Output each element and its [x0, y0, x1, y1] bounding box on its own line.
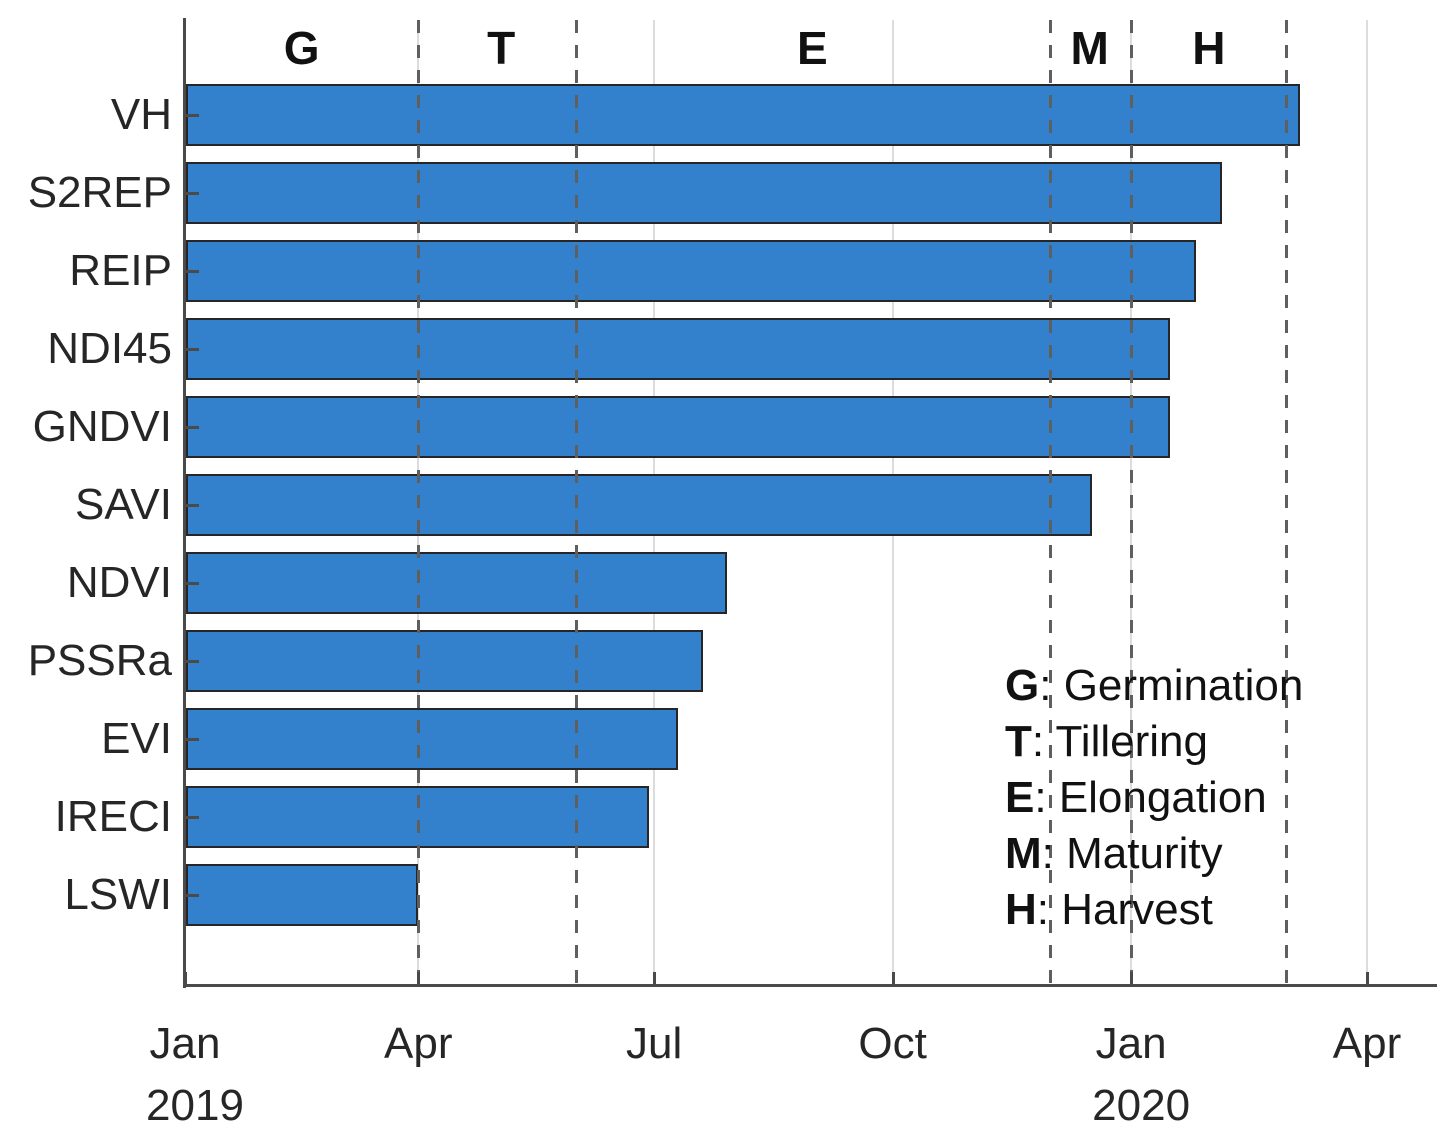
x-tick-label-oct: Oct [858, 1019, 927, 1068]
legend-colon: : [1041, 829, 1067, 878]
phase-letter-e: E [796, 22, 828, 74]
legend-key: G [1005, 661, 1040, 710]
legend-name: Tillering [1055, 717, 1208, 766]
y-tick-ireci [186, 816, 199, 819]
legend-name: Elongation [1058, 773, 1267, 822]
y-label-s2rep: S2REP [27, 168, 172, 217]
phase-boundary-2020-01-01 [1129, 20, 1133, 986]
bar-reip [186, 240, 1196, 302]
legend-key: E [1005, 773, 1035, 822]
phase-legend: G: Germination T: Tillering E: Elongatio… [1005, 658, 1303, 938]
x-axis-line [183, 984, 1437, 987]
x-tick-oct [891, 972, 895, 985]
y-label-reip: REIP [69, 246, 172, 295]
bar-evi [186, 708, 678, 770]
x-tick-year-2020: 2020 [1092, 1081, 1191, 1130]
bar-vh [186, 84, 1300, 146]
phase-boundary-2019-12-01 [1049, 20, 1053, 986]
x-tick-label-jul: Jul [626, 1019, 683, 1068]
y-tick-pssra [186, 660, 199, 663]
y-tick-lswi [186, 894, 199, 897]
y-label-ndi45: NDI45 [47, 324, 172, 373]
phase-letter-g: G [283, 22, 320, 74]
legend-key: T [1005, 717, 1032, 766]
x-tick-year-2019: 2019 [146, 1081, 244, 1130]
bar-ndvi [186, 552, 727, 614]
legend-colon: : [1036, 885, 1062, 934]
legend-name: Germination [1063, 661, 1304, 710]
y-tick-ndi45 [186, 348, 199, 351]
x-tick-label-jan2020: Jan [1095, 1019, 1167, 1068]
y-tick-gndvi [186, 426, 199, 429]
y-label-gndvi: GNDVI [32, 402, 172, 451]
legend-name: Harvest [1061, 885, 1213, 934]
y-tick-s2rep [186, 192, 199, 195]
bar-s2rep [186, 162, 1222, 224]
bar-gndvi [186, 396, 1170, 458]
x-tick-label-apr: Apr [1332, 1019, 1402, 1068]
legend-entry-harvest: H: Harvest [1005, 882, 1303, 938]
y-tick-evi [186, 738, 199, 741]
phase-letter-m: M [1070, 22, 1109, 74]
y-tick-reip [186, 270, 199, 273]
legend-colon: : [1034, 773, 1059, 822]
x-tick-apr [1366, 972, 1369, 985]
y-label-vh: VH [110, 90, 172, 139]
legend-colon: : [1031, 717, 1056, 766]
x-tick-apr [417, 972, 421, 985]
legend-colon: : [1039, 661, 1064, 710]
legend-name: Maturity [1066, 829, 1223, 878]
phase-boundary-2019-06-01 [574, 20, 578, 986]
y-label-lswi: LSWI [64, 870, 172, 919]
y-tick-ndvi [186, 582, 199, 585]
phase-letter-h: H [1192, 22, 1226, 74]
y-axis-line [183, 18, 186, 988]
legend-entry-maturity: M: Maturity [1005, 826, 1303, 882]
phase-letter-t: T [487, 22, 516, 74]
bar-ndi45 [186, 318, 1170, 380]
x-tick-label-apr: Apr [384, 1019, 453, 1068]
y-tick-savi [186, 504, 199, 507]
y-label-ndvi: NDVI [66, 558, 172, 607]
bar-pssra [186, 630, 704, 692]
phase-boundary-2020-03-01 [1285, 20, 1289, 986]
y-label-ireci: IRECI [54, 792, 172, 841]
legend-entry-germination: G: Germination [1005, 658, 1303, 714]
x-tick-jul [653, 972, 657, 985]
y-tick-vh [186, 114, 199, 117]
legend-entry-elongation: E: Elongation [1005, 770, 1303, 826]
legend-key: H [1005, 885, 1037, 934]
bar-savi [186, 474, 1093, 536]
bar-lswi [186, 864, 419, 926]
x-tick-label-jan2019: Jan [149, 1019, 221, 1068]
x-tick-jan2020 [1130, 972, 1134, 985]
y-label-savi: SAVI [74, 480, 172, 529]
legend-key: M [1005, 829, 1042, 878]
month-gridline-apr [1366, 20, 1368, 986]
y-label-evi: EVI [101, 714, 172, 763]
y-label-pssra: PSSRa [27, 636, 172, 685]
legend-entry-tillering: T: Tillering [1005, 714, 1303, 770]
phase-boundary-2019-04-01 [416, 20, 420, 986]
